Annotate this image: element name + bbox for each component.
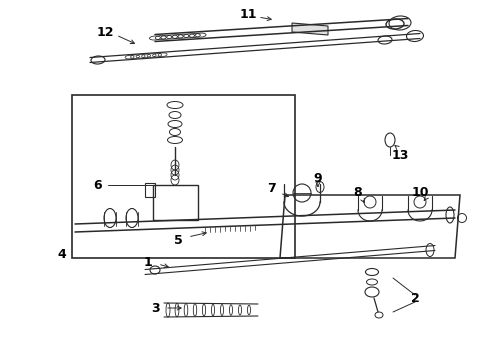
Text: 6: 6 xyxy=(94,179,102,192)
Bar xyxy=(72,95,295,258)
Text: 12: 12 xyxy=(96,26,114,39)
Text: 1: 1 xyxy=(144,256,152,269)
Text: 3: 3 xyxy=(151,302,159,315)
Polygon shape xyxy=(292,23,328,35)
Text: 9: 9 xyxy=(314,171,322,185)
Text: 11: 11 xyxy=(239,8,257,21)
Text: 8: 8 xyxy=(354,185,362,198)
Text: 2: 2 xyxy=(411,292,419,305)
Bar xyxy=(153,185,198,220)
Text: 4: 4 xyxy=(58,248,66,261)
Text: 10: 10 xyxy=(411,185,429,198)
Text: 13: 13 xyxy=(392,149,409,162)
Bar xyxy=(145,183,155,197)
Text: 5: 5 xyxy=(173,234,182,247)
Text: 7: 7 xyxy=(268,181,276,194)
